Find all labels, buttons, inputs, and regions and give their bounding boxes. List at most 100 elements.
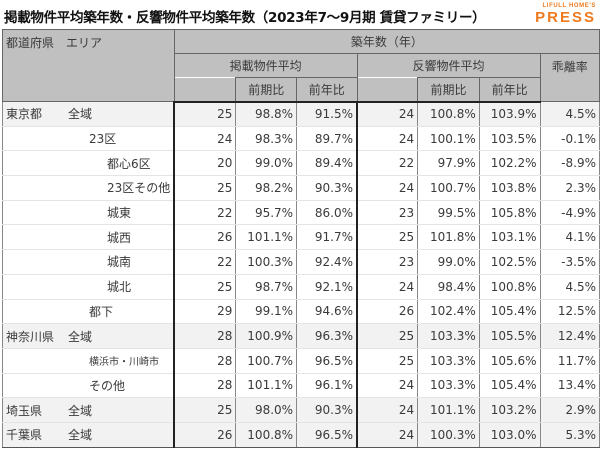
divergence-cell: 5.3%	[539, 421, 600, 448]
response-qoq-cell: 100.3%	[417, 421, 480, 448]
listed-yoy-cell: 91.5%	[296, 101, 359, 127]
area-cell: 神奈川県 全域	[2, 323, 176, 349]
listed-qoq-cell: 95.7%	[235, 200, 298, 226]
table-row: 23区 24 98.3% 89.7% 24 100.1% 103.5% -0.1%	[2, 126, 600, 152]
divergence-cell: 12.4%	[539, 323, 600, 349]
response-qoq-cell: 97.9%	[417, 150, 480, 177]
area-cell: その他	[2, 373, 176, 399]
listed-qoq-cell: 100.7%	[235, 348, 298, 374]
prefecture-label: 埼玉県	[6, 403, 43, 418]
listed-qoq-cell: 98.3%	[235, 126, 298, 152]
listed-yoy-cell: 91.7%	[296, 224, 359, 251]
response-qoq-cell: 103.3%	[417, 348, 480, 374]
response-age-cell: 24	[356, 373, 419, 399]
area-cell: 横浜市・川崎市	[2, 348, 176, 374]
response-age-cell: 24	[356, 126, 419, 152]
response-qoq-cell: 100.7%	[417, 175, 480, 201]
area-cell: 城西	[2, 224, 176, 251]
response-yoy-cell: 105.5%	[478, 323, 541, 349]
listed-yoy-cell: 94.6%	[296, 299, 359, 325]
brand-logo-top: LIFULL HOME'S	[542, 3, 596, 9]
response-age-cell: 24	[356, 421, 419, 448]
area-label: 全域	[68, 107, 93, 122]
listed-qoq-cell: 98.8%	[235, 101, 298, 127]
building-age-table: 都道府県 エリア 築年数（年） 掲載物件平均 反響物件平均 乖離率 前期比 前年…	[2, 29, 600, 448]
divergence-cell: 4.1%	[539, 224, 600, 251]
header-response-qoq: 前期比	[417, 77, 480, 103]
header-listed-avg: 掲載物件平均	[173, 53, 358, 78]
divergence-cell: 2.3%	[539, 175, 600, 201]
listed-qoq-cell: 99.0%	[235, 150, 298, 177]
listed-age-cell: 25	[173, 397, 237, 423]
listed-qoq-cell: 100.8%	[235, 421, 298, 448]
table-row: 城西 26 101.1% 91.7% 25 101.8% 103.1% 4.1%	[2, 224, 600, 251]
listed-yoy-cell: 92.1%	[296, 274, 359, 300]
area-cell: 城北	[2, 274, 176, 300]
area-label: 23区	[89, 132, 117, 147]
listed-qoq-cell: 101.1%	[235, 373, 298, 399]
listed-age-cell: 28	[173, 323, 237, 349]
response-age-cell: 25	[356, 323, 419, 349]
area-cell: 埼玉県 全域	[2, 397, 176, 423]
header-response-value	[356, 77, 418, 103]
area-cell: 23区	[2, 126, 176, 152]
listed-qoq-cell: 101.1%	[235, 224, 298, 251]
header-pref-area: 都道府県 エリア	[2, 29, 175, 102]
listed-age-cell: 26	[173, 421, 237, 448]
response-qoq-cell: 103.3%	[417, 373, 480, 399]
area-label: 城西	[107, 230, 132, 245]
divergence-cell: 4.5%	[539, 274, 600, 300]
listed-age-cell: 29	[173, 299, 237, 325]
area-label: 全域	[68, 329, 93, 344]
area-cell: 東京都 全域	[2, 101, 176, 127]
prefecture-label: 千葉県	[6, 428, 43, 443]
divergence-cell: 12.5%	[539, 299, 600, 325]
table-row: 神奈川県 全域 28 100.9% 96.3% 25 103.3% 105.5% 12.4%	[2, 323, 600, 349]
listed-qoq-cell: 100.3%	[235, 249, 298, 275]
listed-qoq-cell: 100.9%	[235, 323, 298, 349]
response-yoy-cell: 105.8%	[478, 200, 541, 226]
divergence-cell: 4.5%	[539, 101, 600, 127]
page-title: 掲載物件平均築年数・反響物件平均築年数（2023年7〜9月期 賃貸ファミリー）	[4, 10, 486, 26]
area-cell: 城南	[2, 249, 176, 275]
listed-age-cell: 20	[173, 150, 237, 177]
listed-age-cell: 28	[173, 348, 237, 374]
table-row: 都心6区 20 99.0% 89.4% 22 97.9% 102.2% -8.9%	[2, 150, 600, 177]
response-yoy-cell: 103.5%	[478, 126, 541, 152]
table-row: 千葉県 全域 26 100.8% 96.5% 24 100.3% 103.0% 5.3%	[2, 421, 600, 448]
area-label: 都下	[89, 304, 114, 319]
area-label: 都心6区	[107, 156, 151, 171]
listed-yoy-cell: 96.5%	[296, 348, 359, 374]
table-row: 埼玉県 全域 25 98.0% 90.3% 24 101.1% 103.2% 2.9%	[2, 397, 600, 423]
area-label: 城南	[107, 255, 132, 270]
response-age-cell: 23	[356, 200, 419, 226]
response-qoq-cell: 102.4%	[417, 299, 480, 325]
header-building-age: 築年数（年）	[173, 29, 600, 54]
table-row: 東京都 全域 25 98.8% 91.5% 24 100.8% 103.9% 4.5%	[2, 101, 600, 127]
listed-yoy-cell: 86.0%	[296, 200, 359, 226]
prefecture-label: 神奈川県	[6, 329, 55, 344]
response-qoq-cell: 101.8%	[417, 224, 480, 251]
response-yoy-cell: 103.1%	[478, 224, 541, 251]
response-yoy-cell: 103.0%	[478, 421, 541, 448]
listed-age-cell: 24	[173, 126, 237, 152]
listed-age-cell: 26	[173, 224, 237, 251]
listed-qoq-cell: 98.7%	[235, 274, 298, 300]
listed-yoy-cell: 92.4%	[296, 249, 359, 275]
listed-yoy-cell: 96.3%	[296, 323, 359, 349]
response-yoy-cell: 105.4%	[478, 299, 541, 325]
response-qoq-cell: 101.1%	[417, 397, 480, 423]
area-label: その他	[89, 378, 126, 393]
listed-age-cell: 25	[173, 101, 237, 127]
listed-qoq-cell: 98.0%	[235, 397, 298, 423]
response-age-cell: 22	[356, 150, 419, 177]
area-cell: 23区その他	[2, 175, 176, 201]
response-age-cell: 25	[356, 224, 419, 251]
header-listed-yoy: 前年比	[296, 77, 358, 103]
response-age-cell: 24	[356, 397, 419, 423]
response-yoy-cell: 105.4%	[478, 373, 541, 399]
table-row: 城北 25 98.7% 92.1% 24 98.4% 100.8% 4.5%	[2, 274, 600, 300]
response-qoq-cell: 99.0%	[417, 249, 480, 275]
divergence-cell: 11.7%	[539, 348, 600, 374]
area-label: 全域	[68, 403, 93, 418]
